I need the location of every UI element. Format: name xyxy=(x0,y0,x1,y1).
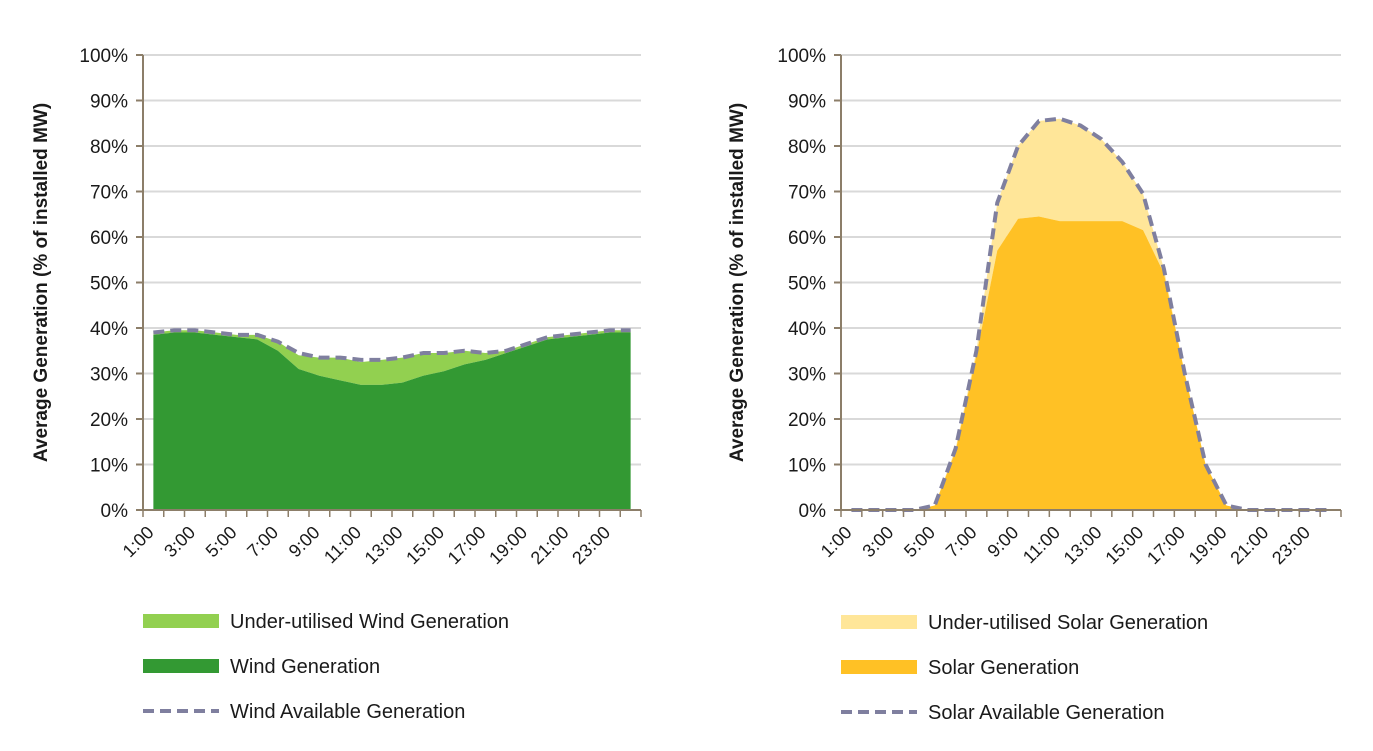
solar-y-tick-label: 80% xyxy=(788,137,826,158)
wind-y-tick-label: 30% xyxy=(90,365,128,386)
wind-chart: 0% 10% 20% 30% 40% 50% 60% 70% 80% 90% 100% 1:00 3:0… xyxy=(31,46,642,723)
wind-x-tick-label: 17:00 xyxy=(444,522,490,568)
wind-x-tick-label: 11:00 xyxy=(320,522,365,567)
solar-x-tick-label: 3:00 xyxy=(858,522,897,561)
solar-x-tick-label: 11:00 xyxy=(1019,522,1064,567)
solar-legend-item: Solar Available Generation xyxy=(841,702,1164,724)
solar-legend-label: Under-utilised Solar Generation xyxy=(928,612,1208,634)
solar-y-tick-label: 10% xyxy=(788,456,826,477)
solar-y-axis-title: Average Generation (% of installed MW) xyxy=(727,103,748,462)
solar-legend-label: Solar Generation xyxy=(928,657,1079,679)
solar-y-tick-label: 90% xyxy=(788,92,826,113)
wind-legend-swatch xyxy=(143,659,219,673)
solar-legend-label: Solar Available Generation xyxy=(928,702,1164,724)
solar-y-tick-label: 30% xyxy=(788,365,826,386)
wind-y-tick-label: 10% xyxy=(90,456,128,477)
wind-x-tick-label: 19:00 xyxy=(485,522,531,568)
solar-generation-area xyxy=(851,216,1331,510)
wind-legend-item: Under-utilised Wind Generation xyxy=(143,611,509,633)
solar-x-tick-label: 21:00 xyxy=(1226,522,1272,568)
wind-x-tick-label: 1:00 xyxy=(119,522,158,561)
wind-legend: Under-utilised Wind Generation Wind Gener… xyxy=(143,611,509,723)
solar-y-ticks: 0% 10% 20% 30% 40% 50% 60% 70% 80% 90% 100% xyxy=(777,46,841,522)
solar-x-tick-label: 13:00 xyxy=(1060,522,1106,568)
solar-y-tick-label: 100% xyxy=(777,46,826,67)
solar-y-tick-label: 60% xyxy=(788,228,826,249)
wind-y-axis-title: Average Generation (% of installed MW) xyxy=(31,103,52,462)
solar-x-tick-label: 7:00 xyxy=(942,522,981,561)
wind-legend-label: Under-utilised Wind Generation xyxy=(230,611,509,633)
wind-legend-item: Wind Generation xyxy=(143,656,380,678)
wind-legend-label: Wind Available Generation xyxy=(230,701,465,723)
wind-x-tick-label: 9:00 xyxy=(285,522,324,561)
solar-y-tick-label: 40% xyxy=(788,319,826,340)
wind-x-tick-label: 21:00 xyxy=(527,522,573,568)
solar-legend-item: Solar Generation xyxy=(841,657,1079,679)
wind-y-tick-label: 70% xyxy=(90,183,128,204)
wind-x-tick-label: 13:00 xyxy=(361,522,407,568)
wind-y-tick-label: 40% xyxy=(90,319,128,340)
solar-x-tick-label: 1:00 xyxy=(817,522,856,561)
wind-x-tick-label: 5:00 xyxy=(202,522,241,561)
wind-areas xyxy=(153,328,631,510)
solar-x-tick-label: 19:00 xyxy=(1185,522,1231,568)
solar-y-tick-label: 0% xyxy=(799,501,827,522)
wind-y-tick-label: 60% xyxy=(90,228,128,249)
wind-legend-swatch xyxy=(143,614,219,628)
wind-y-tick-label: 80% xyxy=(90,137,128,158)
wind-y-tick-label: 50% xyxy=(90,274,128,295)
wind-legend-item: Wind Available Generation xyxy=(143,701,465,723)
solar-y-tick-label: 50% xyxy=(788,274,826,295)
solar-x-tick-label: 23:00 xyxy=(1268,522,1314,568)
wind-y-ticks: 0% 10% 20% 30% 40% 50% 60% 70% 80% 90% 100% xyxy=(79,46,143,522)
solar-y-tick-label: 20% xyxy=(788,410,826,431)
solar-under-utilised-area xyxy=(851,118,1331,510)
solar-areas xyxy=(851,116,1331,512)
wind-x-tick-label: 3:00 xyxy=(160,522,199,561)
solar-legend-item: Under-utilised Solar Generation xyxy=(841,612,1208,634)
wind-generation-area xyxy=(153,332,631,510)
wind-legend-label: Wind Generation xyxy=(230,656,380,678)
wind-under-utilised-area xyxy=(153,330,631,385)
solar-x-tick-label: 17:00 xyxy=(1143,522,1189,568)
wind-available-line xyxy=(153,328,631,362)
solar-legend-swatch xyxy=(841,615,917,629)
wind-x-ticks: 1:00 3:00 5:00 7:00 9:0011:0013:0015:0017:00… xyxy=(119,510,642,568)
wind-y-tick-label: 20% xyxy=(90,410,128,431)
solar-x-tick-label: 9:00 xyxy=(983,522,1022,561)
wind-y-tick-label: 90% xyxy=(90,92,128,113)
wind-y-tick-label: 0% xyxy=(101,501,129,522)
wind-y-tick-label: 100% xyxy=(79,46,128,67)
solar-x-tick-label: 15:00 xyxy=(1101,522,1147,568)
solar-y-tick-label: 70% xyxy=(788,183,826,204)
solar-legend: Under-utilised Solar Generation Solar Gen… xyxy=(841,612,1208,724)
solar-x-ticks: 1:00 3:00 5:00 7:00 9:0011:0013:0015:0017:00… xyxy=(817,510,1342,568)
wind-x-tick-label: 15:00 xyxy=(402,522,448,568)
wind-x-tick-label: 7:00 xyxy=(243,522,282,561)
solar-legend-swatch xyxy=(841,660,917,674)
solar-chart: 0% 10% 20% 30% 40% 50% 60% 70% 80% 90% 100% 1:00 3:0… xyxy=(727,46,1342,724)
solar-x-tick-label: 5:00 xyxy=(900,522,939,561)
wind-x-tick-label: 23:00 xyxy=(568,522,614,568)
